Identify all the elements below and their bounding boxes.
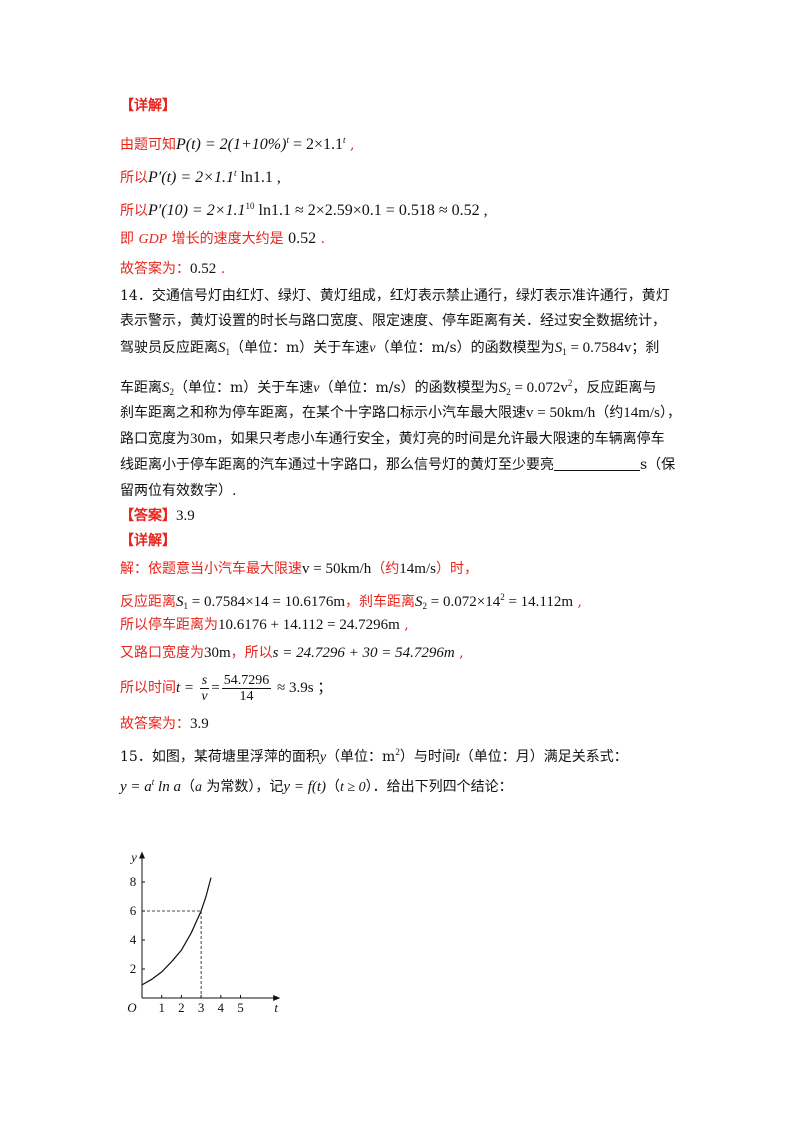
detail1-line-4: 即 GDP 增长的速度大约是 0.52 . (120, 230, 326, 247)
y-tick-label: 4 (130, 932, 137, 947)
detail1-line-2: 所以P′(t) = 2×1.1t ln1.1 , (120, 168, 281, 186)
x-tick-label: 1 (158, 1000, 165, 1015)
origin-label: O (127, 1000, 137, 1015)
detail1-line-5: 故答案为：0.52 . (120, 261, 226, 277)
answer-blank (554, 456, 640, 471)
x-tick-label: 2 (178, 1000, 185, 1015)
answer-label: 【答案】 (120, 508, 176, 524)
detail2-line-6: 故答案为：3.9 (120, 716, 209, 732)
x-axis-arrow (273, 995, 280, 1001)
detail2-line-4: 又路口宽度为30m，所以s = 24.7296 + 30 = 54.7296m … (120, 645, 464, 661)
detail2-line-3: 所以停车距离为10.6176 + 14.112 = 24.7296m , (120, 617, 409, 633)
q14-line-2: 表示警示，黄灯设置的时长与路口宽度、限定速度、停车距离有关．经过安全数据统计， (120, 313, 666, 329)
x-axis-label: t (274, 1000, 278, 1015)
q14-answer: 【答案】3.9 (120, 506, 195, 526)
q14-line-8: 留两位有效数字）. (120, 483, 237, 499)
answer-value: 3.9 (176, 508, 195, 524)
y-tick-label: 6 (130, 903, 137, 918)
detail2-line-2: 反应距离S1 = 0.7584×14 = 10.6176m，刹车距离S2 = 0… (120, 592, 582, 611)
q14-line-4: 车距离S2（单位：m）关于车速v（单位：m/s）的函数模型为S2 = 0.072… (120, 378, 657, 397)
detail2-line-1: 解：依题意当小汽车最大限速v = 50km/h（约14m/s）时， (120, 561, 478, 577)
q14-line-3: 驾驶员反应距离S1（单位：m）关于车速v（单位：m/s）的函数模型为S1 = 0… (120, 340, 660, 357)
detail2-line-5: 所以时间t = s v = 54.7296 14 ≈ 3.9s ； (120, 672, 333, 704)
detail-heading-1: 【详解】 (120, 98, 176, 114)
detail1-line-1: 由题可知P(t) = 2(1+10%)t = 2×1.1t , (120, 135, 355, 153)
detail-heading-2: 【详解】 (120, 533, 176, 549)
q15-line-2: y = at ln a（a 为常数），记y = f(t)（t ≥ 0）．给出下列… (120, 777, 513, 795)
growth-curve (141, 877, 212, 986)
x-tick-label: 5 (237, 1000, 244, 1015)
q15-line-1: 15．如图，某荷塘里浮萍的面积y（单位：m2）与时间t（单位：月）满足关系式： (120, 747, 628, 765)
q14-line-5: 刹车距离之和称为停车距离，在某个十字路口标示小汽车最大限速v = 50km/h（… (120, 405, 681, 421)
y-axis-arrow (139, 851, 145, 859)
detail1-line-3: 所以P′(10) = 2×1.110 ln1.1 ≈ 2×2.59×0.1 = … (120, 201, 488, 219)
x-tick-label: 4 (218, 1000, 225, 1015)
q14-line-7: 线距离小于停车距离的汽车通过十字路口，那么信号灯的黄灯至少要亮 s（保 (120, 456, 676, 473)
y-tick-label: 8 (130, 874, 137, 889)
y-axis-label: y (129, 850, 137, 865)
q14-line-1: 14．交通信号灯由红灯、绿灯、黄灯组成，红灯表示禁止通行，绿灯表示准许通行，黄灯 (120, 288, 670, 304)
x-tick-label: 3 (198, 1000, 205, 1015)
y-tick-label: 2 (130, 961, 137, 976)
q14-line-6: 路口宽度为30m，如果只考虑小车通行安全，黄灯亮的时间是允许最大限速的车辆离停车 (120, 431, 665, 447)
fraction-values: 54.7296 14 (221, 672, 272, 704)
